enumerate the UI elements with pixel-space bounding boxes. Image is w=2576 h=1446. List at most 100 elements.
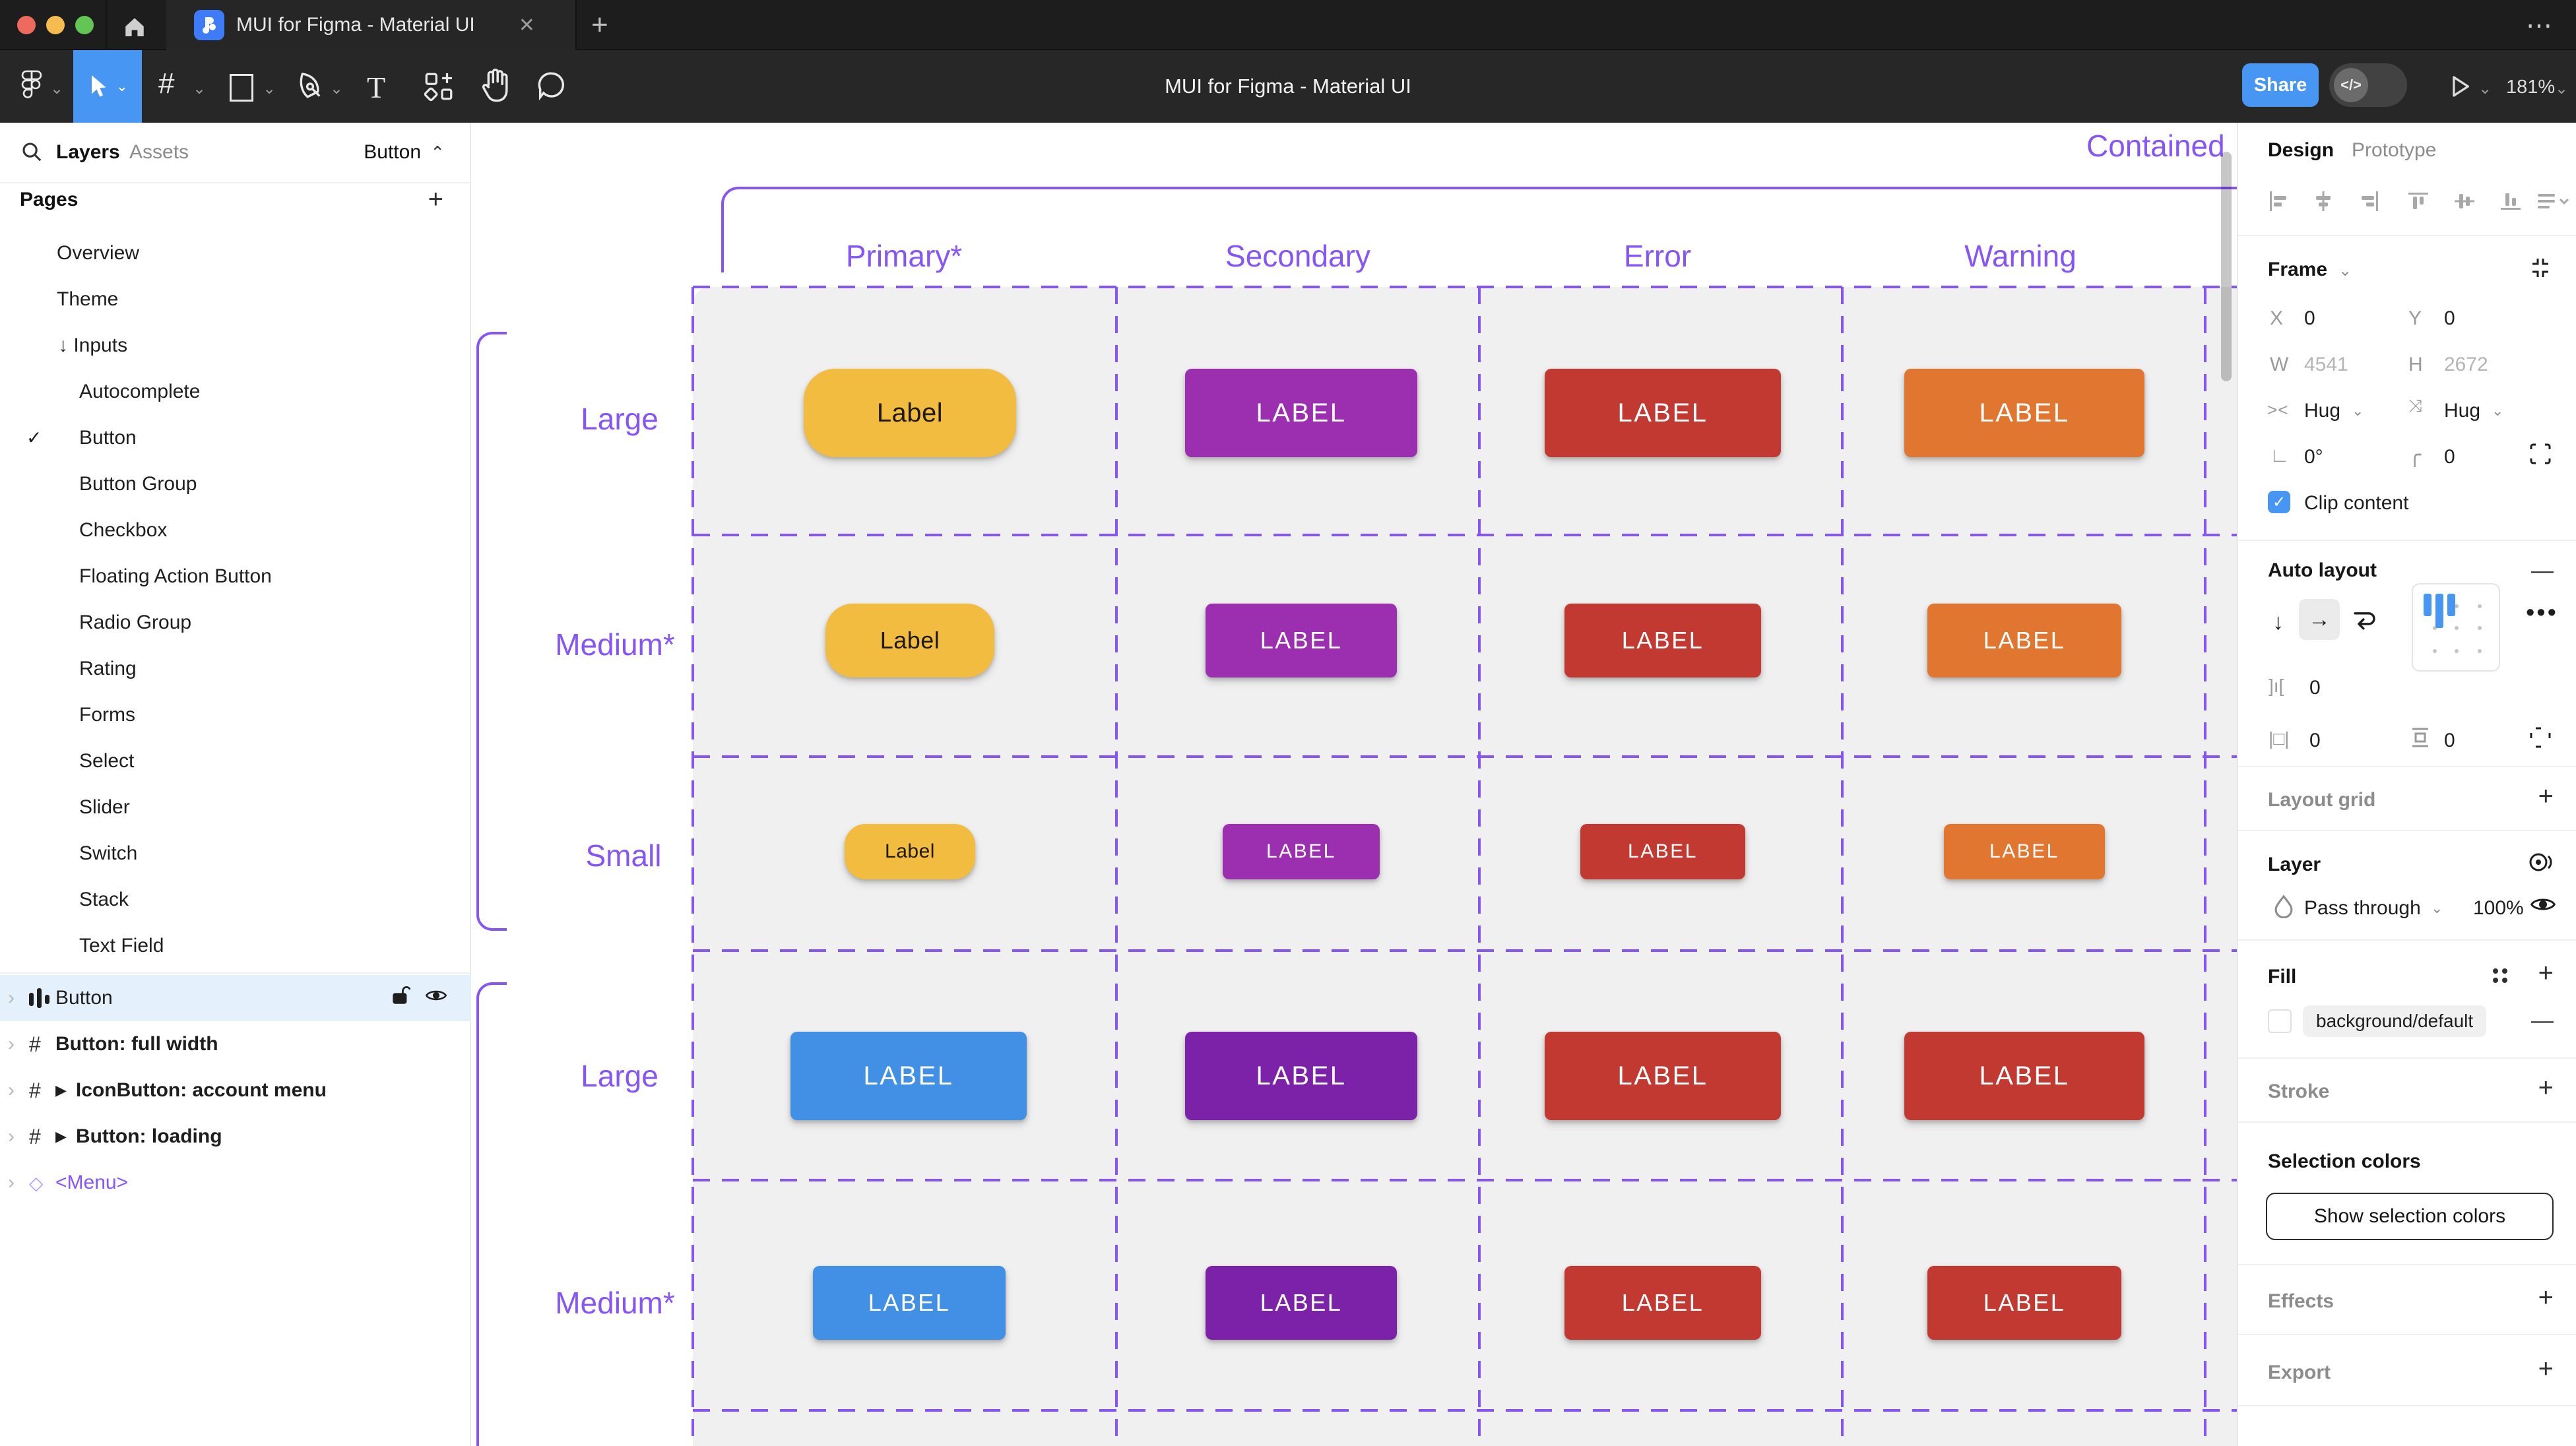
add-fill-button[interactable]: + (2538, 959, 2554, 988)
styles-icon[interactable] (2493, 968, 2507, 983)
traffic-zoom-button[interactable] (75, 16, 94, 34)
layer-row-instance[interactable]: › ◇ <Menu> (8, 1172, 129, 1193)
frame-tool-icon[interactable]: # (158, 67, 175, 100)
home-icon[interactable] (121, 13, 148, 43)
zoom-chevron-icon[interactable]: ⌄ (2555, 80, 2569, 98)
add-effect-button[interactable]: + (2538, 1283, 2554, 1312)
alignment-widget[interactable] (2412, 583, 2500, 672)
figma-menu-icon[interactable] (20, 69, 44, 108)
canvas-button[interactable]: LABEL (1564, 604, 1761, 677)
hand-tool-icon[interactable] (479, 67, 512, 108)
y-value[interactable]: 0 (2444, 307, 2455, 329)
page-item[interactable]: Overview (57, 242, 140, 264)
page-item[interactable]: Checkbox (79, 519, 168, 541)
menu-chevron-icon[interactable]: ⌄ (50, 80, 64, 98)
lock-open-icon[interactable] (391, 985, 411, 1011)
canvas-button[interactable]: LABEL (790, 1032, 1027, 1120)
align-v-center-icon[interactable] (2451, 187, 2478, 220)
show-selection-colors-button[interactable]: Show selection colors (2266, 1193, 2554, 1240)
page-item[interactable]: Theme (57, 288, 119, 310)
canvas-button[interactable]: LABEL (1545, 1032, 1781, 1120)
gap-value[interactable]: 0 (2309, 677, 2321, 699)
canvas-button[interactable]: LABEL (1927, 1266, 2121, 1340)
corner-radius-value[interactable]: 0 (2444, 446, 2455, 468)
canvas-button[interactable]: Label (804, 369, 1016, 457)
tab-close-icon[interactable]: ✕ (518, 14, 535, 36)
page-item[interactable]: Rating (79, 658, 137, 679)
text-tool-icon[interactable]: T (367, 71, 386, 104)
expand-caret-icon[interactable]: › (8, 1172, 15, 1193)
align-bottom-icon[interactable] (2497, 187, 2525, 220)
expand-caret-icon[interactable]: › (8, 1033, 15, 1055)
canvas-button[interactable]: LABEL (1545, 369, 1781, 457)
page-item[interactable]: Floating Action Button (79, 565, 272, 587)
chevron-down-icon[interactable]: ⌄ (2492, 402, 2504, 419)
canvas-button[interactable]: Label (825, 604, 994, 677)
visibility-eye-icon[interactable] (425, 986, 447, 1011)
distribute-icon[interactable] (2534, 187, 2571, 220)
canvas-button[interactable]: LABEL (1904, 1032, 2144, 1120)
collapse-icon[interactable] (2527, 255, 2554, 286)
tab-design[interactable]: Design (2268, 139, 2334, 161)
blend-mode-value[interactable]: Pass through (2304, 897, 2421, 919)
padding-vertical-value[interactable]: 0 (2444, 730, 2455, 751)
zoom-level[interactable]: 181% (2506, 77, 2556, 98)
canvas-viewport[interactable]: Contained Primary* Secondary Error Warni… (471, 123, 2237, 1446)
fill-color-swatch[interactable] (2268, 1009, 2292, 1033)
share-button[interactable]: Share (2242, 63, 2319, 107)
page-selector[interactable]: Button (364, 141, 421, 163)
comment-tool-icon[interactable] (536, 70, 567, 105)
align-top-icon[interactable] (2404, 187, 2432, 220)
padding-horizontal-value[interactable]: 0 (2309, 730, 2321, 751)
canvas-button[interactable]: LABEL (813, 1266, 1006, 1340)
page-item[interactable]: Switch (79, 842, 138, 864)
remove-auto-layout-button[interactable]: — (2531, 558, 2554, 583)
chevron-down-icon[interactable]: ⌄ (2338, 262, 2352, 280)
dev-mode-toggle[interactable]: </> (2329, 63, 2407, 107)
present-chevron-icon[interactable]: ⌄ (2478, 80, 2492, 98)
independent-padding-icon[interactable] (2527, 724, 2554, 756)
independent-corners-icon[interactable] (2527, 441, 2554, 472)
page-item[interactable]: Text Field (79, 935, 164, 957)
clip-content-label[interactable]: Clip content (2304, 492, 2409, 514)
page-item-current[interactable]: ✓ Button (0, 415, 471, 461)
chevron-down-icon[interactable]: ⌄ (2352, 402, 2364, 419)
canvas-button[interactable]: LABEL (1904, 369, 2144, 457)
auto-layout-more-icon[interactable]: ••• (2526, 599, 2558, 627)
x-value[interactable]: 0 (2304, 307, 2315, 329)
canvas-button[interactable]: LABEL (1944, 824, 2105, 879)
opacity-value[interactable]: 100% (2473, 897, 2524, 919)
add-page-button[interactable]: + (428, 185, 443, 214)
page-item[interactable]: Button Group (79, 473, 197, 495)
expand-caret-icon[interactable]: › (8, 1079, 15, 1101)
traffic-close-button[interactable] (17, 16, 36, 34)
clip-content-checkbox[interactable]: ✓ (2268, 491, 2290, 513)
chevron-up-icon[interactable]: ⌃ (430, 142, 445, 162)
shape-tool-icon[interactable] (230, 74, 253, 102)
align-right-icon[interactable] (2356, 187, 2383, 220)
shape-tool-chevron-icon[interactable]: ⌄ (263, 80, 276, 98)
canvas-scrollbar[interactable] (2221, 152, 2232, 381)
layer-row[interactable]: › # Button: full width (8, 1032, 218, 1056)
hug-horizontal-value[interactable]: Hug (2304, 400, 2341, 422)
canvas-button[interactable]: LABEL (1206, 1266, 1397, 1340)
expand-caret-icon[interactable]: › (8, 1125, 15, 1147)
expand-caret-icon[interactable]: › (8, 987, 15, 1009)
fill-style-name[interactable]: background/default (2303, 1005, 2487, 1037)
canvas-button[interactable]: LABEL (1185, 1032, 1417, 1120)
page-item[interactable]: Select (79, 750, 135, 772)
layout-vertical-icon[interactable]: ↓ (2272, 610, 2284, 635)
layer-row[interactable]: › # ▶ IconButton: account menu (8, 1078, 327, 1102)
canvas-button[interactable]: Label (845, 824, 975, 879)
tab-assets[interactable]: Assets (129, 141, 189, 163)
page-item[interactable]: Forms (79, 704, 135, 726)
visibility-eye-icon[interactable] (2530, 893, 2556, 921)
canvas-button[interactable]: LABEL (1185, 369, 1417, 457)
canvas-button[interactable]: LABEL (1564, 1266, 1761, 1340)
add-stroke-button[interactable]: + (2538, 1073, 2554, 1102)
new-tab-button[interactable]: + (591, 9, 608, 41)
layer-row[interactable]: › # ▶ Button: loading (8, 1124, 222, 1148)
page-item[interactable]: Radio Group (79, 612, 192, 633)
pen-tool-icon[interactable] (296, 69, 325, 106)
frame-name-label[interactable]: Contained (2086, 129, 2225, 163)
